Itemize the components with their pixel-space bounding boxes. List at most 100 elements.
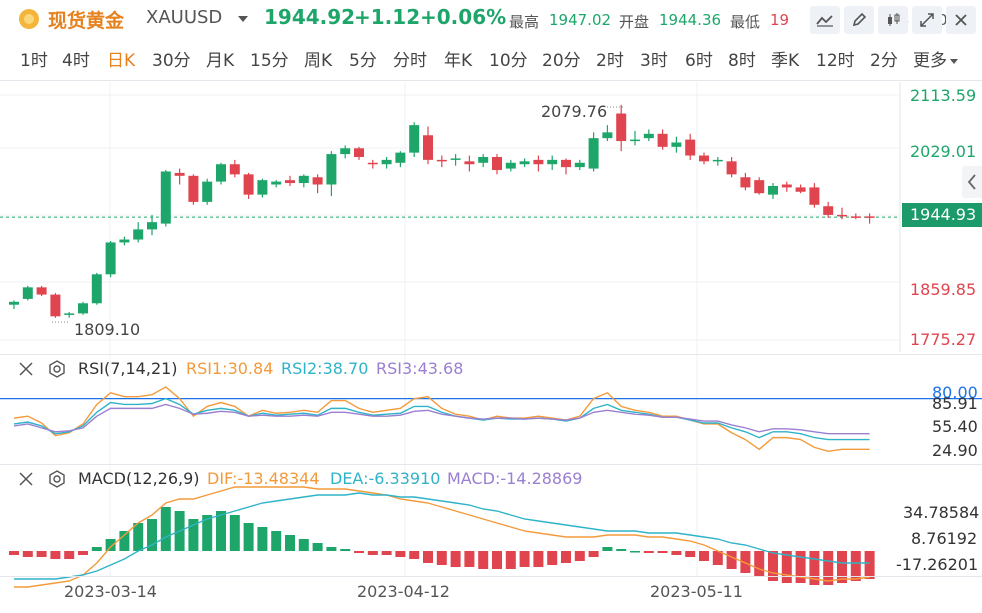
rsi-header: RSI(7,14,21) RSI1:30.84 RSI2:38.70 RSI3:… [0, 359, 982, 381]
macd-bar [657, 551, 668, 553]
period-tab[interactable]: 3时 [640, 51, 668, 71]
candle-body [837, 214, 847, 217]
period-tab[interactable]: 年K [444, 51, 473, 71]
settings-hexagon-icon[interactable] [48, 360, 66, 378]
period-tab[interactable]: 15分 [250, 51, 289, 71]
macd-bar [616, 549, 627, 551]
macd-bar [312, 543, 323, 551]
close-icon[interactable] [18, 471, 34, 487]
period-tab[interactable]: 2分 [870, 51, 898, 71]
macd-bar [464, 551, 475, 567]
macd-bar [795, 551, 806, 583]
candle-body [64, 313, 75, 315]
low-value: 19 [770, 11, 790, 29]
chevron-down-icon [950, 58, 958, 64]
macd-bar [726, 551, 737, 569]
candle-body [395, 152, 406, 163]
candle-body [285, 180, 295, 184]
line-chart-icon[interactable] [810, 6, 840, 34]
period-tab[interactable]: 10分 [489, 51, 528, 71]
candle-style-icon[interactable] [878, 6, 908, 34]
macd-header: MACD(12,26,9) DIF:-13.48344 DEA:-6.33910… [0, 469, 982, 491]
macd-bar [823, 551, 834, 585]
candle-body [478, 156, 489, 163]
macd-bar [699, 551, 709, 561]
macd-bar [574, 551, 585, 561]
period-tab[interactable]: 6时 [685, 51, 713, 71]
period-tab[interactable]: 5分 [349, 51, 377, 71]
macd-bar [685, 551, 696, 557]
candle-body [160, 171, 171, 224]
candle-body [588, 138, 599, 169]
quote-header: 现货黄金 XAUUSD 1944.92 +1.12 +0.06% 最高 1947… [0, 0, 982, 38]
high-annotation: 2079.76 [541, 102, 608, 121]
period-tab[interactable]: 1时 [20, 51, 48, 71]
period-tab[interactable]: 周K [304, 51, 333, 71]
macd-tick-2: 8.76192 [911, 529, 978, 548]
candle-body [505, 162, 516, 169]
more-periods-button[interactable]: 更多 [913, 46, 958, 71]
macd-bar [381, 551, 392, 555]
period-tab[interactable]: 20分 [542, 51, 581, 71]
period-tab[interactable]: 4时 [62, 51, 90, 71]
macd-tick-1: 34.78584 [903, 503, 980, 522]
macd-bar [450, 551, 461, 567]
candle-body [9, 301, 19, 305]
symbol-name[interactable]: 现货黄金 [48, 10, 125, 32]
price-tick-2: 2029.01 [910, 142, 977, 161]
candle-body [699, 155, 709, 162]
candle-body [740, 177, 751, 188]
period-tab[interactable]: 日K [107, 51, 136, 71]
fullscreen-icon[interactable] [912, 6, 942, 34]
macd-bar [588, 551, 599, 557]
low-annotation: 1809.10 [74, 320, 141, 339]
symbol-code[interactable]: XAUUSD [146, 7, 223, 28]
dif-line [14, 486, 870, 588]
macd-bar [602, 547, 613, 551]
macd-bar [768, 551, 778, 581]
period-tab[interactable]: 12时 [816, 51, 855, 71]
toolbar-icons [810, 6, 976, 34]
period-tab[interactable]: 季K [771, 51, 800, 71]
rsi3-value: RSI3:43.68 [376, 359, 464, 378]
candle-body [340, 148, 351, 155]
close-icon[interactable] [18, 361, 34, 377]
macd-bar [243, 523, 254, 551]
period-tab[interactable]: 2时 [596, 51, 624, 71]
macd-bar [533, 551, 544, 567]
candle-body [685, 139, 696, 156]
candle-body [119, 239, 130, 243]
settings-hexagon-icon[interactable] [48, 470, 66, 488]
open-label: 开盘 [619, 13, 650, 31]
period-tab[interactable]: 分时 [393, 51, 427, 71]
close-icon[interactable] [946, 6, 976, 34]
macd-bar [864, 551, 875, 579]
macd-bar [492, 551, 502, 569]
macd-bar [837, 551, 847, 583]
macd-bar [850, 551, 861, 581]
period-tab[interactable]: 8时 [728, 51, 756, 71]
candle-body [147, 222, 157, 230]
macd-bar [809, 551, 820, 585]
candle-body [616, 113, 627, 142]
symbol-dropdown-icon[interactable] [238, 16, 248, 22]
rsi3-line [13, 403, 870, 435]
divider [0, 464, 982, 465]
candle-body [574, 162, 585, 168]
macd-dif: DIF:-13.48344 [207, 469, 320, 488]
price-tick-1: 2113.59 [910, 86, 977, 105]
period-tab[interactable]: 30分 [152, 51, 191, 71]
collapse-panel-button[interactable] [962, 166, 982, 198]
macd-bar [216, 511, 226, 551]
period-tab[interactable]: 月K [206, 51, 235, 71]
candle-body [78, 303, 88, 314]
candle-body [174, 172, 185, 176]
candle-body [533, 159, 544, 165]
draw-pencil-icon[interactable] [844, 6, 874, 34]
candle-body [712, 159, 723, 162]
macd-bar [285, 535, 295, 551]
more-periods-label: 更多 [913, 51, 947, 71]
candle-body [216, 164, 226, 182]
rsi1-line [13, 386, 870, 452]
